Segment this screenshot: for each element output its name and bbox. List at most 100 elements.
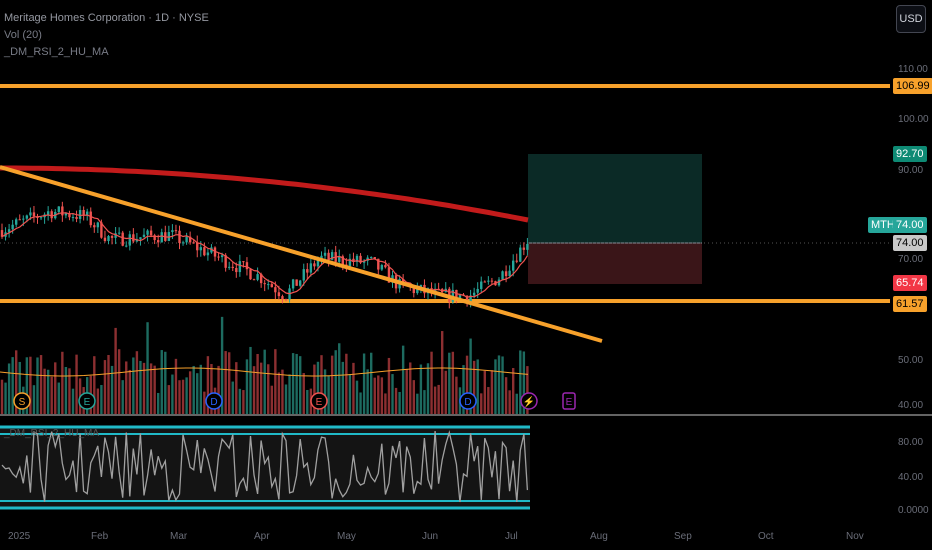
volume-bar: [313, 364, 316, 414]
candle-body: [323, 252, 327, 256]
candle-body: [267, 284, 270, 286]
volume-bar: [476, 359, 479, 414]
volume-bar: [110, 365, 114, 414]
volume-bar: [504, 377, 508, 414]
candle-body: [75, 216, 78, 219]
candle-body: [380, 265, 384, 270]
candle-body: [100, 222, 103, 238]
volume-bar: [217, 365, 220, 414]
volume-bar: [291, 353, 295, 414]
volume-bar: [153, 365, 156, 414]
volume-bar: [135, 351, 139, 414]
candle-body: [231, 266, 234, 269]
volume-bar: [103, 360, 107, 414]
candle-body: [61, 206, 64, 216]
candle-body: [359, 255, 362, 263]
volume-bar: [210, 364, 213, 414]
candle-body: [515, 260, 518, 262]
volume-bar: [36, 357, 39, 414]
volume-bar: [164, 351, 167, 414]
volume-bar: [174, 358, 178, 414]
volume-bar: [178, 380, 181, 414]
support-price-tag: 61.57: [893, 296, 927, 312]
candle-body: [416, 288, 419, 294]
event-marker: E: [310, 392, 328, 410]
volume-bar: [100, 385, 103, 414]
volume-bar: [121, 380, 124, 414]
entry-price-tag: 74.00: [893, 235, 927, 251]
volume-bar: [206, 356, 210, 414]
candle-body: [50, 211, 53, 219]
volume-bar: [192, 365, 195, 414]
volume-bar: [249, 346, 252, 414]
event-marker: D: [205, 392, 223, 410]
candle-body: [0, 230, 4, 237]
candle-body: [387, 267, 391, 283]
x-tick-sep: Sep: [674, 531, 692, 542]
candle-body: [185, 236, 188, 243]
candle-body: [291, 279, 295, 289]
rsi-tick-80: 80.00: [898, 437, 924, 448]
rsi-indicator-label[interactable]: _DM_RSI_2_HU_MA: [4, 46, 109, 58]
ticker-tag: MTH: [868, 217, 898, 233]
candle-body: [512, 260, 515, 271]
volume-bar: [54, 362, 57, 414]
volume-bar: [462, 365, 465, 414]
candle-body: [18, 219, 21, 221]
volume-bar: [157, 392, 160, 414]
volume-bar: [306, 389, 309, 414]
candles-layer: [0, 201, 529, 309]
candle-body: [252, 279, 256, 281]
volume-bar: [43, 368, 46, 414]
candle-body: [196, 242, 199, 251]
candle-body: [469, 295, 472, 303]
candle-body: [238, 261, 242, 273]
volume-bar: [270, 385, 273, 414]
rsi-tick-0: 0.0000: [898, 505, 929, 516]
resistance-price-tag: 106.99: [893, 78, 932, 94]
volume-bar: [117, 349, 121, 414]
candle-body: [362, 260, 366, 263]
candle-body: [153, 235, 156, 241]
candle-body: [25, 215, 29, 219]
candle-body: [93, 225, 96, 228]
volume-bar: [426, 363, 430, 414]
trendline[interactable]: [0, 165, 603, 343]
candle-body: [476, 288, 479, 293]
volume-bar: [334, 350, 337, 414]
volume-indicator-label[interactable]: Vol (20): [4, 29, 42, 41]
volume-bar: [512, 368, 515, 414]
volume-bar: [373, 377, 376, 414]
candle-body: [490, 280, 494, 282]
candle-body: [263, 283, 266, 285]
event-marker-circle: [310, 392, 328, 410]
volume-bar: [68, 368, 71, 414]
candle-body: [178, 230, 181, 243]
volume-bar: [501, 356, 504, 414]
candle-body: [295, 279, 298, 286]
candle-body: [157, 240, 160, 243]
last-price-tag: 74.00: [893, 217, 927, 233]
volume-bar: [302, 373, 305, 414]
volume-bar: [320, 355, 323, 414]
volume-bar: [355, 380, 359, 414]
volume-bar: [188, 371, 192, 414]
ma-200-line: [0, 165, 529, 223]
candle-body: [465, 295, 469, 303]
volume-bar: [281, 369, 284, 414]
x-tick-may: May: [337, 531, 356, 542]
volume-bar: [196, 373, 199, 414]
event-marker-circle: [205, 392, 223, 410]
volume-bar: [370, 352, 373, 414]
volume-bar: [412, 380, 415, 414]
volume-bar: [203, 391, 206, 414]
volume-bar: [171, 374, 174, 414]
x-tick-2025: 2025: [8, 531, 31, 542]
candle-body: [217, 256, 220, 258]
volume-bar: [267, 364, 270, 414]
x-tick-aug: Aug: [590, 531, 608, 542]
candle-body: [341, 256, 344, 265]
x-tick-jun: Jun: [422, 531, 439, 542]
currency-button[interactable]: USD: [896, 5, 926, 33]
